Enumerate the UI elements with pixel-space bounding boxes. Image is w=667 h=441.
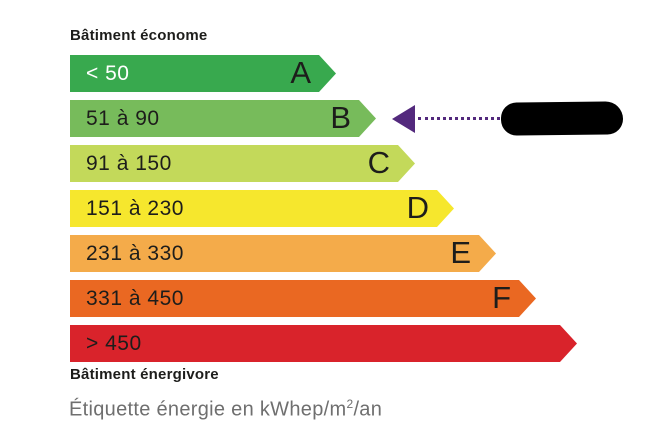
energy-bar-d: 151 à 230 D [70,190,454,227]
energy-bar-e: 231 à 330 E [70,235,496,272]
arrow-left-icon [392,104,415,133]
range-label-a: < 50 [86,62,130,85]
grade-letter-d: D [406,190,429,225]
grade-indicator [392,100,624,137]
dotted-leader-line [418,117,500,120]
grade-letter-f: F [492,280,511,315]
grade-letter-a: A [290,55,311,90]
energy-bar-f: 331 à 450 F [70,280,536,317]
range-label-f: 331 à 450 [86,287,184,310]
range-label-g: > 450 [86,332,142,355]
range-label-c: 91 à 150 [86,152,172,175]
range-label-e: 231 à 330 [86,242,184,265]
energy-bar-a: < 50 A [70,55,336,92]
grade-letter-e: E [450,235,471,270]
figure-caption: Étiquette énergie en kWhep/m2/an [69,397,382,422]
energy-scale: < 50 A 51 à 90 B 91 à 150 C 151 à 230 D … [70,55,577,370]
grade-letter-b: B [330,100,351,135]
energy-bar-c: 91 à 150 C [70,145,415,182]
top-caption: Bâtiment économe [70,27,208,44]
caption-text: Étiquette énergie en kWhep/m [69,398,347,421]
caption-suffix: /an [353,398,383,421]
grade-letter-c: C [367,145,390,180]
caption-superscript: 2 [346,397,354,411]
bottom-caption: Bâtiment énergivore [70,366,219,383]
energy-bar-b: 51 à 90 B [70,100,376,137]
energy-bar-g: > 450 [70,325,577,362]
redacted-value-blob [500,101,624,136]
range-label-d: 151 à 230 [86,197,184,220]
range-label-b: 51 à 90 [86,107,160,130]
